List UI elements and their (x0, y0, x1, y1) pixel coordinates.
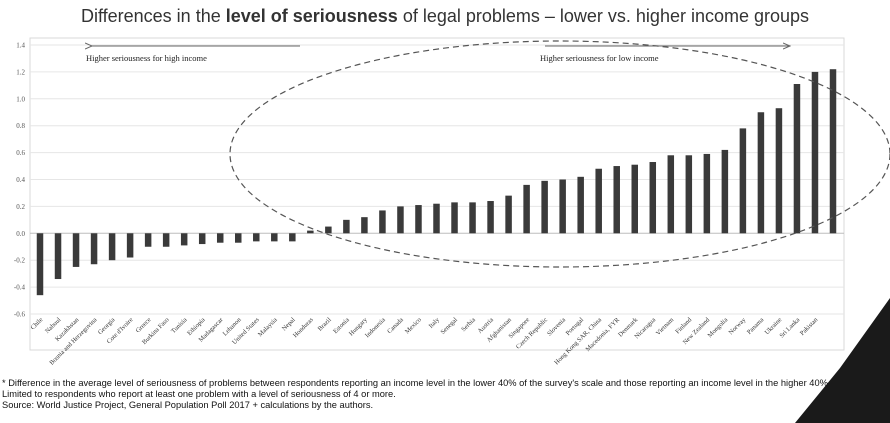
bar (361, 217, 368, 234)
bar (685, 155, 693, 234)
bar (325, 226, 332, 234)
bar (433, 203, 440, 234)
bar (235, 233, 242, 243)
bar (198, 233, 206, 245)
category-label: Malaysia (257, 316, 279, 338)
bar (108, 233, 116, 261)
bar (72, 233, 80, 267)
category-label: Vietnam (655, 316, 676, 337)
y-tick-label: 0.6 (16, 149, 25, 157)
bar (775, 108, 783, 234)
bar (541, 180, 548, 234)
bar (90, 233, 98, 265)
category-label: Senegal (439, 316, 459, 336)
category-label: Serbia (460, 316, 477, 333)
category-label: Norway (728, 316, 748, 336)
category-label: Mexico (404, 316, 423, 335)
bar (757, 112, 765, 234)
bar (505, 195, 512, 234)
bar (289, 233, 296, 242)
bar (54, 233, 62, 280)
annotation-right: Higher seriousness for low income (540, 53, 659, 63)
bar (739, 128, 747, 234)
corner-decoration (795, 298, 890, 423)
bar (36, 233, 44, 296)
chart-title: Differences in the level of seriousness … (0, 6, 890, 27)
y-tick-label: -0.4 (14, 284, 26, 292)
title-part-2: of legal problems – lower vs. higher inc… (397, 6, 810, 26)
category-label: Indonesia (364, 316, 387, 339)
bar (811, 71, 819, 234)
y-tick-label: -0.2 (14, 257, 26, 265)
bar (216, 233, 224, 243)
category-label: Nepal (281, 316, 297, 332)
category-label: Macedonia, FYR (585, 316, 622, 353)
bar (415, 205, 422, 234)
bar (559, 179, 566, 234)
plot-frame (29, 37, 845, 351)
y-tick-label: 0.0 (16, 230, 25, 238)
bar (703, 153, 711, 234)
bar (469, 202, 476, 234)
y-tick-label: 1.2 (16, 68, 25, 76)
bar (721, 149, 729, 234)
bar (307, 230, 314, 234)
bars (36, 69, 837, 296)
category-label: Brazil (317, 316, 333, 332)
bar (829, 69, 837, 234)
bar (180, 233, 188, 246)
bar (451, 202, 458, 234)
bar (144, 233, 152, 247)
bar (343, 219, 350, 234)
bar (253, 233, 260, 242)
category-label: Slovenia (546, 316, 567, 337)
y-tick-label: 1.4 (16, 42, 25, 50)
bar (577, 176, 584, 234)
bar (271, 233, 278, 242)
category-label: Italy (428, 316, 442, 330)
bar (631, 164, 638, 234)
title-part-1: Differences in the (80, 6, 226, 26)
bar (667, 155, 675, 234)
bar (162, 233, 170, 247)
category-label: Mongolia (706, 316, 729, 339)
bar (379, 210, 386, 234)
y-axis-ticks: -0.6 -0.4 -0.2 0.0 0.2 0.4 0.6 0.8 1.0 1.2 1.4 (14, 42, 26, 319)
bar (595, 168, 602, 234)
category-label: Chile (29, 316, 44, 331)
bar-chart: -0.6 -0.4 -0.2 0.0 0.2 0.4 0.6 0.8 1.0 1.2 1.4 Chi… (14, 37, 890, 367)
y-tick-label: 1.0 (16, 95, 25, 103)
category-label: Honduras (292, 316, 315, 339)
bar (397, 206, 404, 234)
annotation-left: Higher seriousness for high income (86, 53, 207, 63)
y-tick-label: 0.8 (16, 122, 25, 130)
bar (126, 233, 134, 258)
category-label: Panama (746, 316, 766, 336)
footnote: * Difference in the average level of ser… (2, 378, 832, 411)
bar (793, 84, 801, 234)
footnote-description: * Difference in the average level of ser… (2, 378, 831, 399)
footnote-source: Source: World Justice Project, General P… (2, 400, 374, 410)
category-label: Canada (386, 316, 405, 335)
bar (487, 201, 494, 234)
y-tick-label: -0.6 (14, 311, 26, 319)
y-tick-label: 0.2 (16, 203, 25, 211)
bar (649, 162, 657, 234)
bar (523, 184, 530, 234)
title-bold: level of seriousness (225, 6, 398, 26)
bar (613, 166, 620, 234)
y-tick-label: 0.4 (16, 176, 25, 184)
